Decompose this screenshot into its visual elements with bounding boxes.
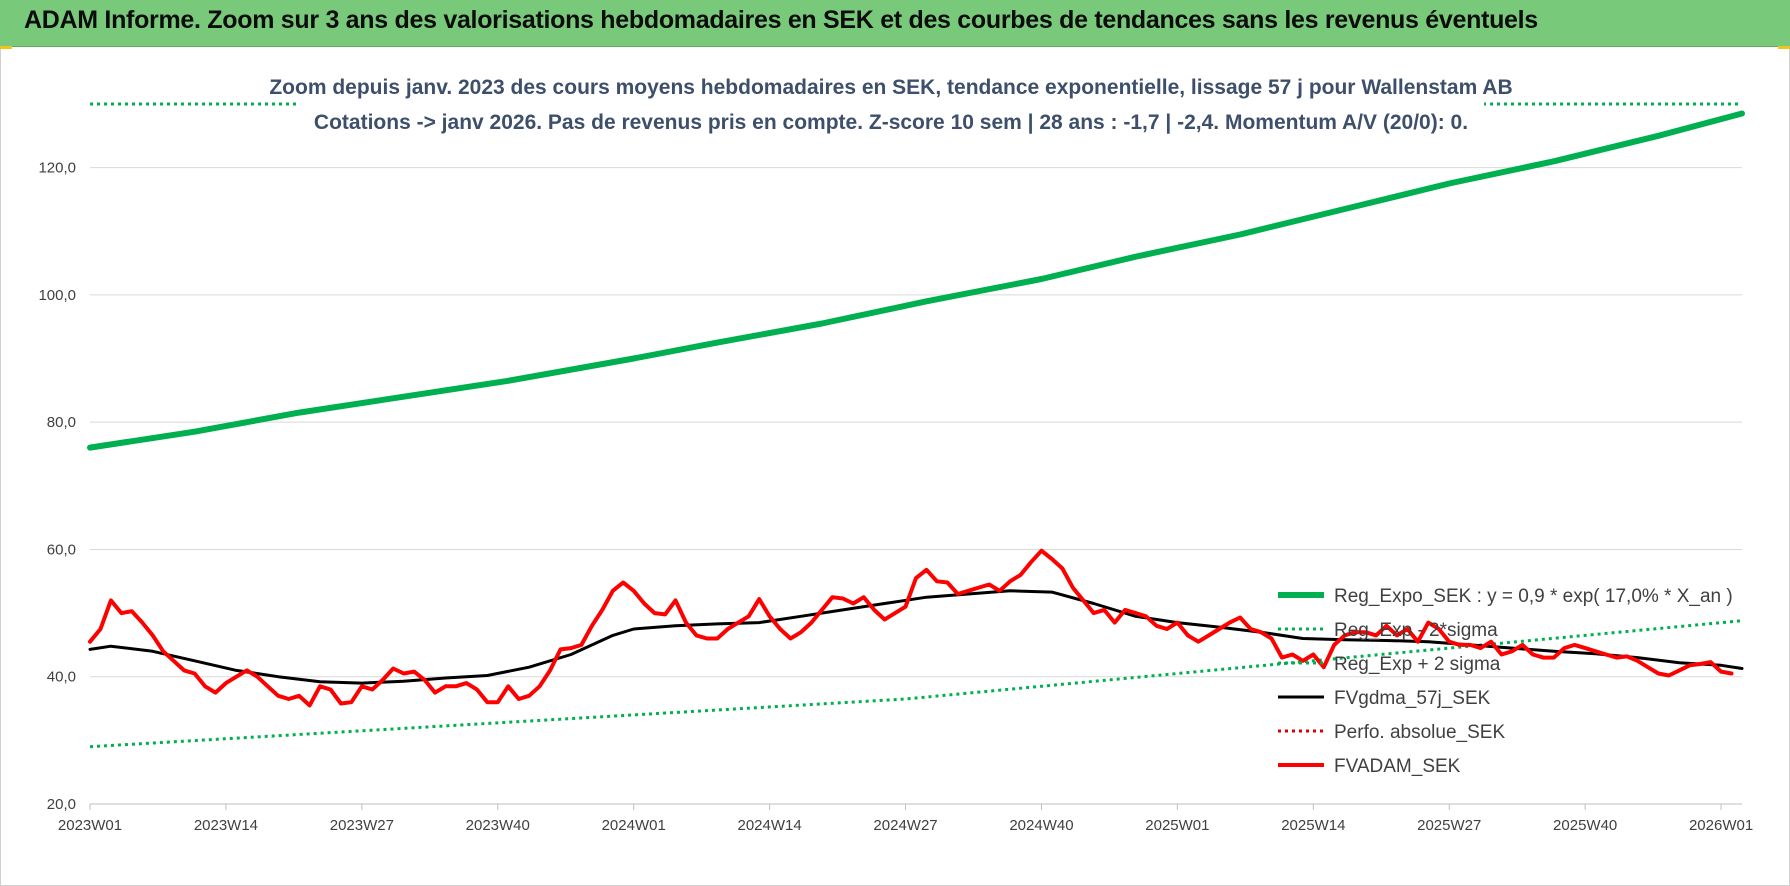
y-tick-label: 60,0 <box>47 541 76 558</box>
x-tick-label: 2025W27 <box>1417 817 1481 834</box>
y-tick-label: 40,0 <box>47 669 76 686</box>
page-title: ADAM Informe. Zoom sur 3 ans des valoris… <box>24 6 1538 34</box>
x-tick-label: 2025W40 <box>1553 817 1617 834</box>
x-tick-label: 2024W40 <box>1009 817 1073 834</box>
x-tick-label: 2025W14 <box>1281 817 1345 834</box>
chart-subtitle-line1: Zoom depuis janv. 2023 des cours moyens … <box>269 76 1512 99</box>
series-layer <box>87 102 1745 749</box>
legend-label-2: Reg_Exp + 2 sigma <box>1334 654 1501 675</box>
header-bar: ADAM Informe. Zoom sur 3 ans des valoris… <box>0 0 1790 47</box>
x-tick-label: 2024W14 <box>738 817 802 834</box>
x-tick-label: 2026W01 <box>1689 817 1753 834</box>
y-tick-label: 100,0 <box>38 287 76 304</box>
legend: Reg_Expo_SEK : y = 0,9 * exp( 17,0% * X_… <box>1278 586 1733 777</box>
series-line-5 <box>88 548 1734 708</box>
y-tick-label: 80,0 <box>47 414 76 431</box>
corner-accent-right <box>1778 46 1790 49</box>
x-tick-label: 2023W14 <box>194 817 258 834</box>
legend-label-5: FVADAM_SEK <box>1334 756 1461 777</box>
x-tick-label: 2024W27 <box>873 817 937 834</box>
x-tick-label: 2024W01 <box>602 817 666 834</box>
legend-label-4: Perfo. absolue_SEK <box>1334 722 1505 743</box>
corner-accent-left <box>0 46 12 49</box>
legend-label-1: Reg_Exp - 2*sigma <box>1334 620 1498 641</box>
y-tick-label: 20,0 <box>47 796 76 813</box>
x-tick-label: 2023W01 <box>58 817 122 834</box>
legend-label-3: FVgdma_57j_SEK <box>1334 688 1491 709</box>
x-tick-label: 2023W27 <box>330 817 394 834</box>
series-line-0 <box>87 110 1745 451</box>
x-tick-label: 2025W01 <box>1145 817 1209 834</box>
gridlines <box>90 167 1742 805</box>
y-tick-label: 120,0 <box>38 160 76 177</box>
y-axis-ticks: 20,0 40,0 60,0 80,0 100,0 120,0 <box>38 160 76 813</box>
x-axis-ticks: 2023W01 2023W14 2023W27 2023W40 2024W01 2024W… <box>58 803 1753 834</box>
legend-label-0: Reg_Expo_SEK : y = 0,9 * exp( 17,0% * X_… <box>1334 586 1733 607</box>
chart-subtitle-line2: Cotations -> janv 2026. Pas de revenus p… <box>314 111 1468 134</box>
x-tick-label: 2023W40 <box>466 817 530 834</box>
subtitle-background <box>298 60 1484 144</box>
